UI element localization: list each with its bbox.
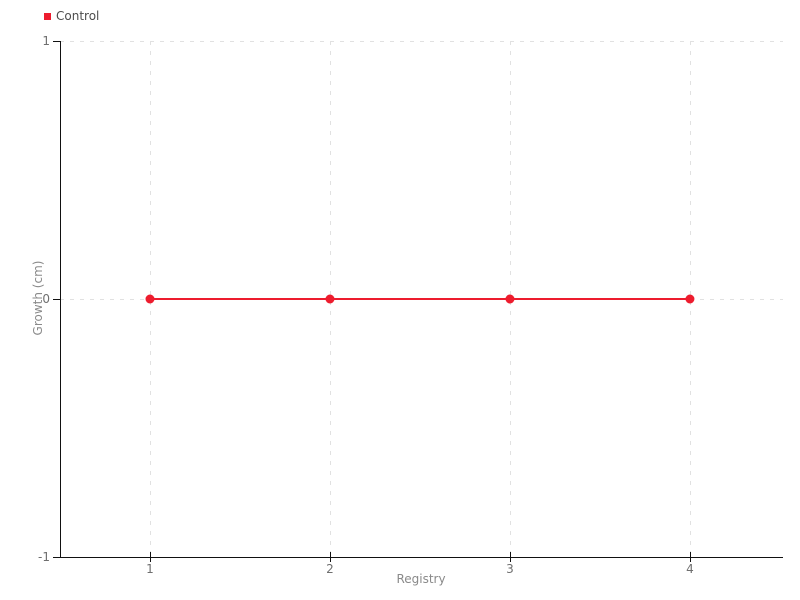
legend-label: Control	[56, 9, 100, 23]
x-tick-label: 2	[326, 562, 334, 576]
x-axis-title: Registry	[396, 572, 446, 586]
legend-marker-icon	[44, 12, 51, 20]
axes	[53, 41, 783, 562]
y-tick-label: 1	[42, 34, 50, 48]
y-tick-label: 0	[42, 292, 50, 306]
legend-item-control[interactable]: Control	[44, 9, 99, 23]
x-tick-label: 3	[506, 562, 514, 576]
y-axis-title: Growth (cm)	[31, 260, 45, 336]
x-tick-label: 1	[146, 562, 154, 576]
series-control-line	[145, 294, 695, 304]
y-tick-label: -1	[38, 550, 50, 564]
x-tick-label: 4	[686, 562, 694, 576]
